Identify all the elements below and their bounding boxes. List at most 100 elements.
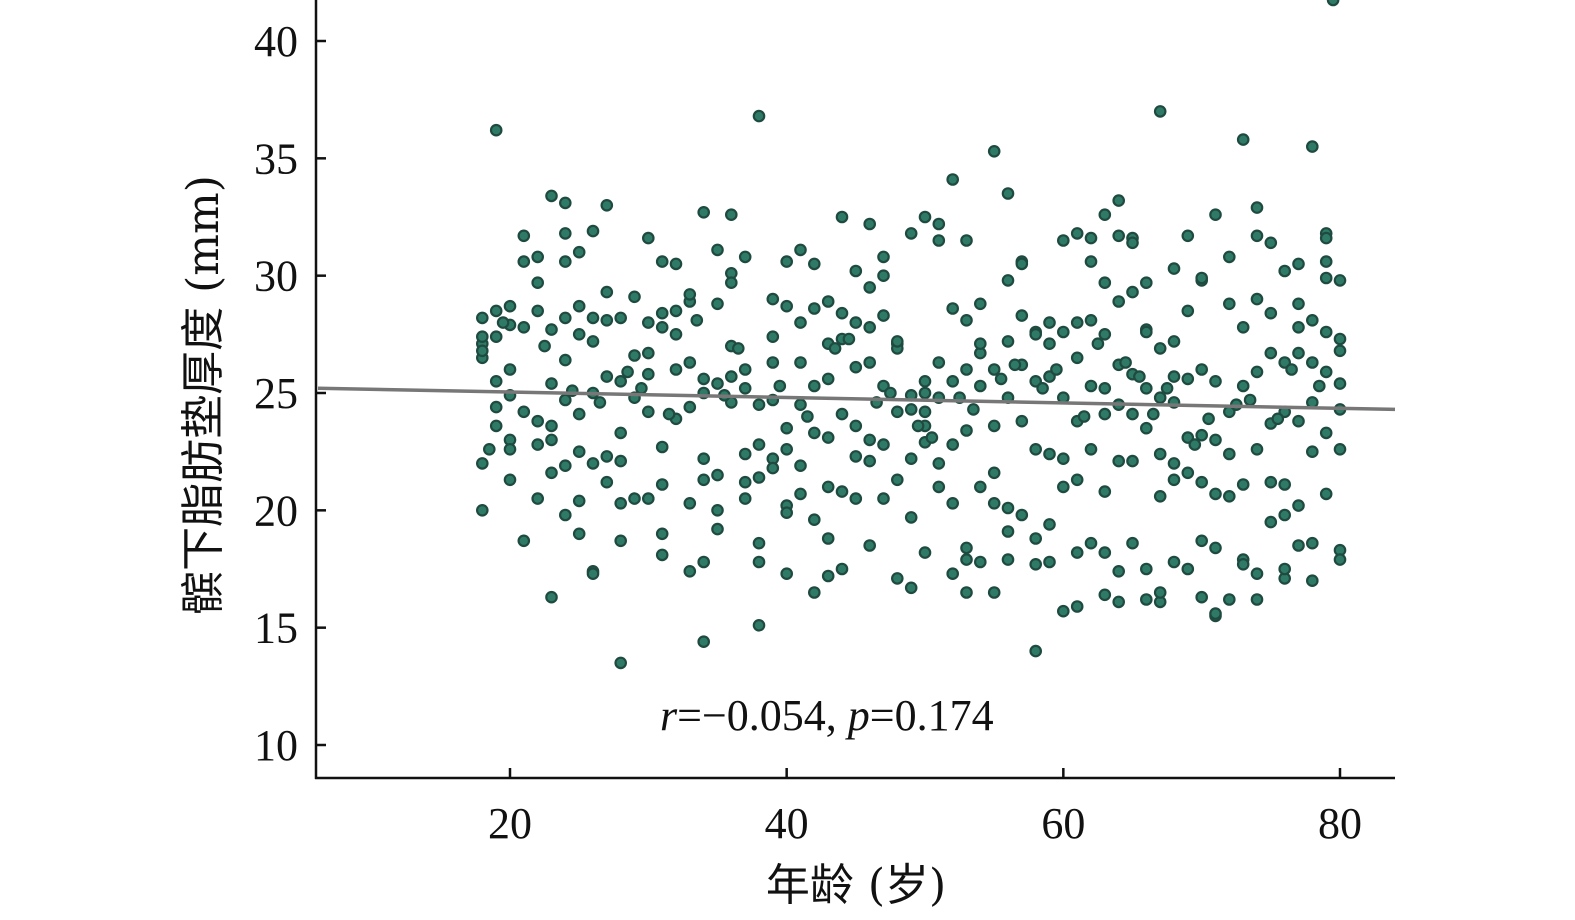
data-point: [669, 363, 683, 376]
data-point: [621, 365, 634, 379]
data-point: [918, 210, 932, 224]
data-point: [724, 208, 738, 221]
data-point: [1209, 541, 1222, 555]
data-point: [794, 316, 807, 329]
data-point: [1112, 229, 1125, 243]
data-point: [780, 506, 793, 519]
data-point: [1167, 457, 1181, 470]
data-point: [517, 320, 531, 334]
data-point: [1153, 586, 1167, 599]
data-point: [960, 313, 973, 327]
data-point: [1167, 370, 1181, 383]
data-point: [1070, 351, 1084, 365]
data-point: [890, 572, 904, 585]
data-point: [614, 656, 627, 670]
data-point: [641, 367, 655, 381]
data-point: [1167, 473, 1181, 487]
data-point: [1292, 257, 1305, 271]
data-point: [1319, 325, 1333, 339]
data-point: [1264, 515, 1278, 529]
data-point: [475, 344, 489, 358]
data-point: [738, 492, 752, 505]
data-point: [904, 511, 918, 524]
data-point: [1319, 271, 1333, 285]
data-point: [475, 330, 489, 343]
data-point: [1043, 555, 1056, 569]
data-point: [614, 426, 627, 440]
data-point: [1140, 325, 1153, 339]
data-point: [1140, 593, 1153, 606]
data-point: [572, 327, 586, 341]
data-point: [794, 356, 807, 369]
data-point: [1236, 379, 1250, 393]
data-point: [946, 496, 959, 510]
data-point: [1319, 487, 1333, 501]
data-point: [517, 255, 531, 268]
data-point: [1153, 391, 1167, 404]
data-point: [1167, 335, 1181, 348]
data-point: [683, 400, 697, 414]
data-point: [1264, 475, 1278, 489]
data-point: [752, 471, 766, 484]
data-point: [1119, 356, 1132, 369]
data-point: [517, 405, 531, 419]
data-point: [794, 243, 807, 257]
data-point: [697, 452, 710, 465]
data-point: [918, 405, 932, 419]
data-point: [904, 227, 918, 240]
data-point: [1098, 381, 1112, 395]
data-point: [1319, 426, 1333, 440]
x-tick-label: 20: [488, 799, 532, 848]
x-tick-label: 80: [1318, 799, 1362, 848]
data-point: [890, 473, 904, 487]
data-point: [821, 431, 835, 444]
data-point: [1057, 325, 1070, 339]
data-point: [773, 379, 787, 393]
data-point: [1098, 208, 1112, 221]
data-point: [558, 459, 572, 472]
regression-line: [317, 386, 1396, 412]
data-point: [973, 379, 987, 393]
data-point: [1043, 447, 1056, 461]
data-point: [973, 297, 987, 311]
data-point: [655, 306, 669, 320]
data-point: [1223, 489, 1236, 503]
data-point: [614, 496, 627, 510]
data-point: [1112, 194, 1125, 207]
data-point: [973, 555, 987, 569]
data-point: [1084, 231, 1098, 245]
data-point: [731, 342, 745, 355]
data-point: [738, 250, 752, 264]
data-point: [697, 372, 710, 386]
data-point: [1292, 346, 1305, 360]
data-point: [987, 419, 1001, 433]
data-point: [1209, 487, 1222, 501]
data-point: [614, 311, 627, 325]
data-point: [1333, 332, 1347, 346]
data-point: [807, 513, 821, 526]
data-point: [1278, 508, 1291, 522]
data-point: [752, 438, 766, 451]
data-point: [1285, 363, 1298, 376]
data-point: [752, 536, 766, 550]
data-point: [794, 459, 807, 472]
data-point: [628, 492, 641, 505]
data-point: [1029, 327, 1042, 341]
data-point: [1264, 346, 1278, 360]
data-point: [558, 255, 572, 268]
x-axis-label: 年龄 (岁): [766, 860, 946, 911]
data-point: [1084, 379, 1098, 393]
data-point: [946, 438, 959, 451]
axis-ticks: 20 40 60 80 10 15 20 25 30 35 40: [254, 17, 1362, 848]
data-point: [780, 299, 793, 313]
data-point: [1209, 433, 1222, 447]
data-point: [960, 541, 973, 555]
data-point: [1015, 257, 1029, 271]
data-point: [641, 405, 655, 419]
data-point: [1050, 363, 1063, 376]
data-point: [558, 353, 572, 367]
data-point: [1264, 306, 1278, 320]
data-point: [1057, 452, 1070, 465]
data-point: [503, 442, 517, 456]
data-point: [1250, 365, 1264, 379]
